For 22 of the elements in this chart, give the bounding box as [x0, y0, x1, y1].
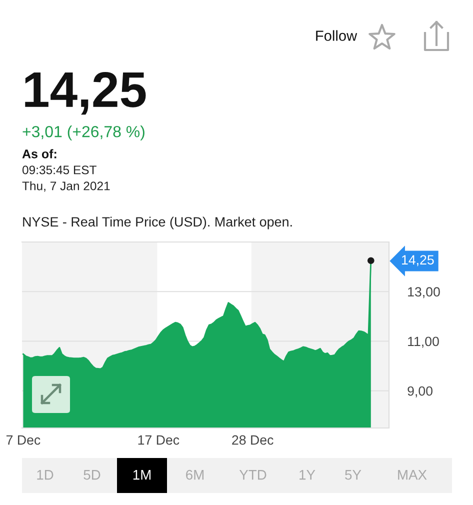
text: 6M — [186, 470, 204, 480]
text: YTD — [239, 470, 266, 480]
chart-subtitle: +3,01 (+26,78 %) — [22, 126, 144, 140]
text: NYSE - Real Time Price (USD). Market open. — [23, 216, 292, 230]
text: 14,25 — [25, 72, 146, 115]
text: As of: — [22, 149, 56, 158]
text: 1Y — [300, 470, 316, 480]
text: 5Y — [345, 470, 362, 480]
x-tick-label: 17 Dec — [138, 435, 180, 445]
text: MAX — [398, 470, 427, 480]
y-tick-label: 9,00 — [408, 386, 432, 398]
text: Thu, 7 Jan 2021 — [22, 181, 110, 192]
y-tick-label: 13,00 — [408, 287, 440, 298]
text: 1D — [37, 470, 54, 480]
text: Follow — [316, 30, 358, 41]
text: 1M — [133, 470, 151, 480]
x-tick-label: 7 Dec — [6, 435, 40, 445]
text: 09:35:45 EST — [22, 166, 96, 174]
text: 5D — [84, 470, 100, 480]
x-tick-label: 28 Dec — [232, 435, 274, 445]
y-tick-label: 11,00 — [408, 336, 439, 348]
text: 14,25 — [402, 255, 434, 266]
